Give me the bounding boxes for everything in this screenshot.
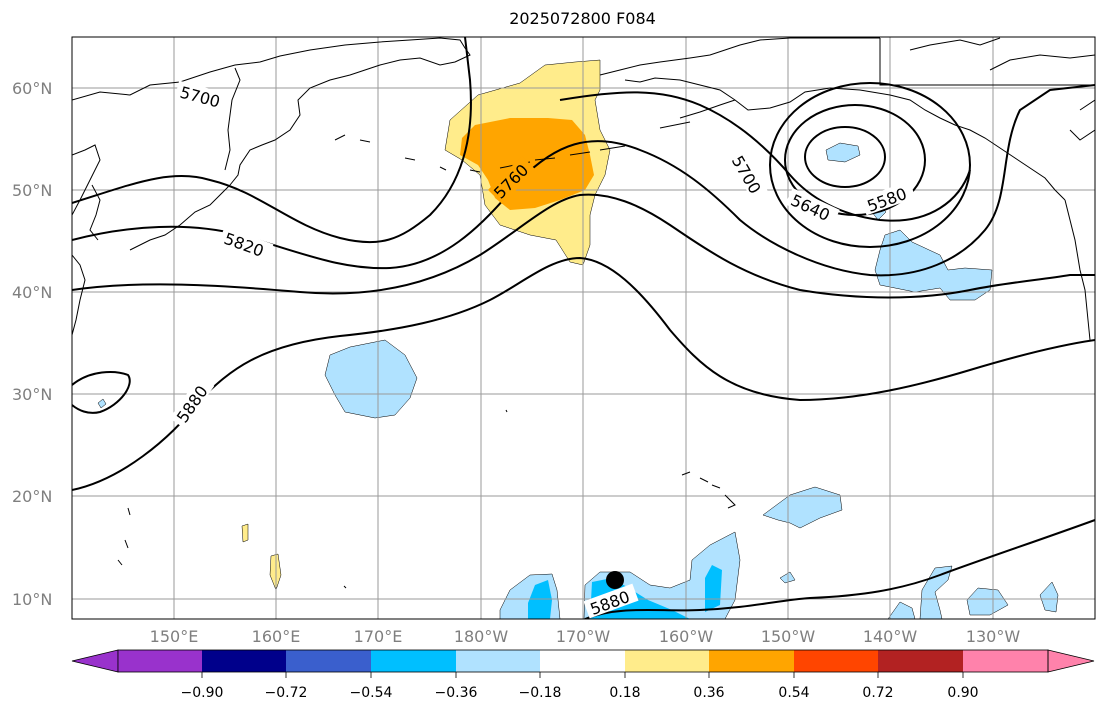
gridlines (72, 37, 1095, 619)
colorbar-tick-label: −0.72 (265, 685, 308, 701)
colorbar-swatch (202, 650, 286, 672)
negative-anomaly-region (97, 142, 1059, 619)
colorbar-tick-label: −0.18 (519, 685, 562, 701)
lon-label-160e: 160°E (252, 627, 301, 646)
latitude-labels: 10°N 20°N 30°N 40°N 50°N 60°N (12, 79, 52, 609)
lat-label-40n: 40°N (12, 283, 52, 302)
lon-label-170e: 170°E (354, 627, 403, 646)
colorbar-tick-label: −0.90 (181, 685, 224, 701)
colorbar-swatch (709, 650, 794, 672)
colorbar-swatch (118, 650, 202, 672)
colorbar-swatch (878, 650, 963, 672)
longitude-labels: 150°E 160°E 170°E 180°W 170°W 160°W 150°… (150, 627, 1021, 646)
colorbar-tick-label: −0.36 (435, 685, 478, 701)
colorbar-max-arrow (1047, 649, 1095, 673)
lat-label-60n: 60°N (12, 79, 52, 98)
lon-label-170w: 170°W (556, 627, 611, 646)
colorbar-tick-label: 0.36 (693, 685, 724, 701)
colorbar-tick-label: −0.54 (350, 685, 393, 701)
colorbar: −0.90 −0.72 −0.54 −0.36 −0.18 0.18 0.36 … (71, 649, 1095, 701)
colorbar-tick-label: 0.90 (947, 685, 978, 701)
colorbar-swatch (963, 650, 1048, 672)
contour-labels: 5700 5760 5700 5640 5580 5820 5880 5880 (169, 80, 916, 619)
lon-label-180w: 180°W (454, 627, 509, 646)
colorbar-swatch (540, 650, 625, 672)
colorbar-swatch (456, 650, 540, 672)
map-frame (71, 36, 1096, 620)
lat-label-50n: 50°N (12, 181, 52, 200)
lon-label-150w: 150°W (761, 627, 816, 646)
storm-center-dot (606, 571, 624, 589)
lon-label-150e: 150°E (150, 627, 199, 646)
colorbar-swatch (625, 650, 709, 672)
map-title: 2025072800 F084 (509, 9, 656, 28)
colorbar-swatch (286, 650, 371, 672)
colorbar-tick-label: 0.54 (778, 685, 809, 701)
lon-label-140w: 140°W (863, 627, 918, 646)
colorbar-tick-label: 0.72 (862, 685, 893, 701)
lon-label-130w: 130°W (966, 627, 1021, 646)
colorbar-swatch (371, 650, 456, 672)
colorbar-min-arrow (71, 649, 119, 673)
colorbar-blocks (118, 650, 1048, 672)
lat-label-10n: 10°N (12, 590, 52, 609)
lon-label-160w: 160°W (659, 627, 714, 646)
lat-label-30n: 30°N (12, 385, 52, 404)
height-contours (72, 37, 1095, 619)
colorbar-tick-label: 0.18 (609, 685, 640, 701)
lat-label-20n: 20°N (12, 487, 52, 506)
colorbar-swatch (794, 650, 878, 672)
